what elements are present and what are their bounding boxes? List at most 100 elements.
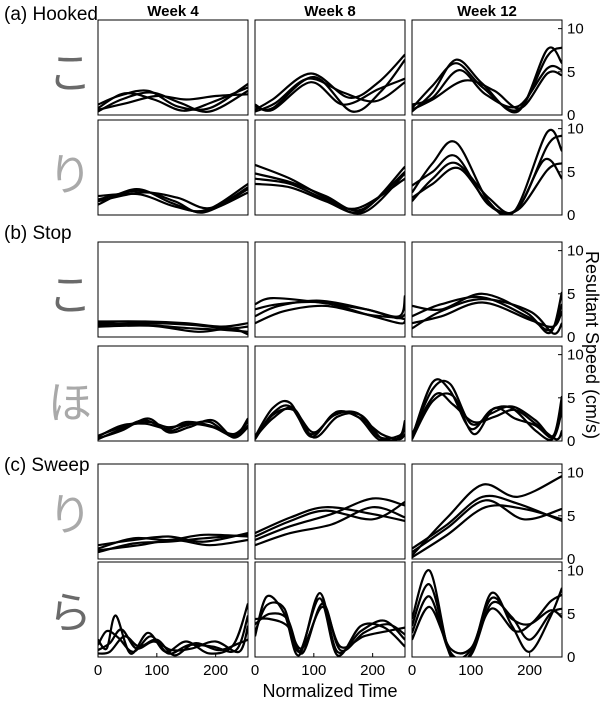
series-line xyxy=(255,304,405,325)
panel-frame xyxy=(254,345,406,442)
series-line xyxy=(255,506,405,547)
panel-4-3: 0 5 10 xyxy=(411,345,584,450)
y-tick-label: 0 xyxy=(567,329,575,346)
panel-frame xyxy=(254,241,406,338)
character-stop-2: ほ xyxy=(48,378,92,429)
panel-3-2 xyxy=(254,241,406,338)
series-line xyxy=(255,605,405,650)
series-line xyxy=(412,569,562,657)
series-line xyxy=(98,417,248,440)
section-label-stop: (b) Stop xyxy=(4,223,72,244)
series-line xyxy=(412,301,562,328)
character-sweep-2: ら xyxy=(48,588,92,639)
panel-frame xyxy=(411,19,563,116)
panel-frame xyxy=(97,119,249,216)
y-tick-label: 10 xyxy=(567,121,584,138)
series-line xyxy=(255,407,405,441)
series-line xyxy=(412,291,562,335)
series-line xyxy=(412,392,562,440)
series-line xyxy=(98,320,248,328)
series-line xyxy=(255,59,405,113)
x-tick-label: 100 xyxy=(458,662,483,679)
character-hooked-2: り xyxy=(48,150,92,201)
character-stop-1: こ xyxy=(48,270,92,321)
series-line xyxy=(98,187,248,213)
panel-1-3: 0 5 10 xyxy=(411,19,584,124)
x-tick-label: 200 xyxy=(203,662,228,679)
x-axis-label: Normalized Time xyxy=(262,681,397,701)
week-label-4: Week 4 xyxy=(147,3,199,20)
panel-frame xyxy=(254,561,406,658)
series-line xyxy=(255,404,405,440)
series-line xyxy=(412,128,562,215)
series-line xyxy=(98,324,248,336)
series-line xyxy=(255,295,405,318)
y-tick-label: 0 xyxy=(567,551,575,568)
panel-1-1 xyxy=(97,19,249,116)
series-line xyxy=(255,172,405,215)
panel-2-2 xyxy=(254,119,406,216)
x-tick-label: 100 xyxy=(301,662,326,679)
panel-5-1 xyxy=(97,463,249,560)
series-line xyxy=(412,392,562,441)
series-line xyxy=(255,300,405,325)
y-tick-label: 10 xyxy=(567,243,584,260)
series-line xyxy=(412,157,562,215)
series-line xyxy=(412,499,562,554)
x-tick-label: 200 xyxy=(517,662,542,679)
series-line xyxy=(98,186,248,210)
y-tick-label: 10 xyxy=(567,347,584,364)
panel-6-1: 0 100 200 xyxy=(94,561,249,679)
series-line xyxy=(255,77,405,112)
y-tick-label: 0 xyxy=(567,207,575,224)
series-line xyxy=(255,170,405,212)
y-tick-label: 5 xyxy=(567,508,575,525)
series-line xyxy=(412,46,562,112)
panel-1-2 xyxy=(254,19,406,116)
x-tick-label: 0 xyxy=(94,662,102,679)
character-sweep-1: り xyxy=(48,490,92,541)
series-line xyxy=(98,635,248,657)
panel-2-1 xyxy=(97,119,249,216)
series-line xyxy=(412,70,562,111)
panel-6-2: 0 100 200 xyxy=(251,561,406,679)
panel-5-2 xyxy=(254,463,406,560)
panel-4-2 xyxy=(254,345,406,442)
series-line xyxy=(255,597,405,657)
y-tick-label: 5 xyxy=(567,286,575,303)
series-line xyxy=(412,593,562,655)
y-tick-label: 5 xyxy=(567,64,575,81)
series-line xyxy=(255,497,405,542)
y-tick-label: 10 xyxy=(567,21,584,38)
series-line xyxy=(412,583,562,657)
series-line xyxy=(255,77,405,113)
y-tick-label: 5 xyxy=(567,390,575,407)
series-line xyxy=(255,602,405,655)
series-line xyxy=(412,595,562,657)
character-hooked-1: こ xyxy=(48,48,92,99)
y-axis-label: Resultant Speed (cm/s) xyxy=(582,251,600,439)
x-tick-label: 0 xyxy=(251,662,259,679)
panel-5-3: 0 5 10 xyxy=(411,463,584,568)
series-line xyxy=(98,322,248,333)
section-label-hooked: (a) Hooked xyxy=(4,4,98,25)
series-line xyxy=(255,177,405,210)
series-line xyxy=(98,93,248,111)
y-tick-label: 5 xyxy=(567,606,575,623)
x-tick-label: 0 xyxy=(408,662,416,679)
y-tick-label: 10 xyxy=(567,563,584,580)
y-tick-label: 5 xyxy=(567,164,575,181)
panel-3-1 xyxy=(97,241,249,338)
week-label-12: Week 12 xyxy=(457,3,517,20)
series-line xyxy=(412,297,562,335)
section-label-sweep: (c) Sweep xyxy=(4,455,90,476)
series-line xyxy=(412,295,562,332)
panel-frame xyxy=(97,561,249,658)
series-line xyxy=(255,591,405,657)
series-line xyxy=(412,64,562,109)
series-line xyxy=(98,82,248,112)
series-line xyxy=(412,504,562,559)
x-tick-label: 200 xyxy=(360,662,385,679)
